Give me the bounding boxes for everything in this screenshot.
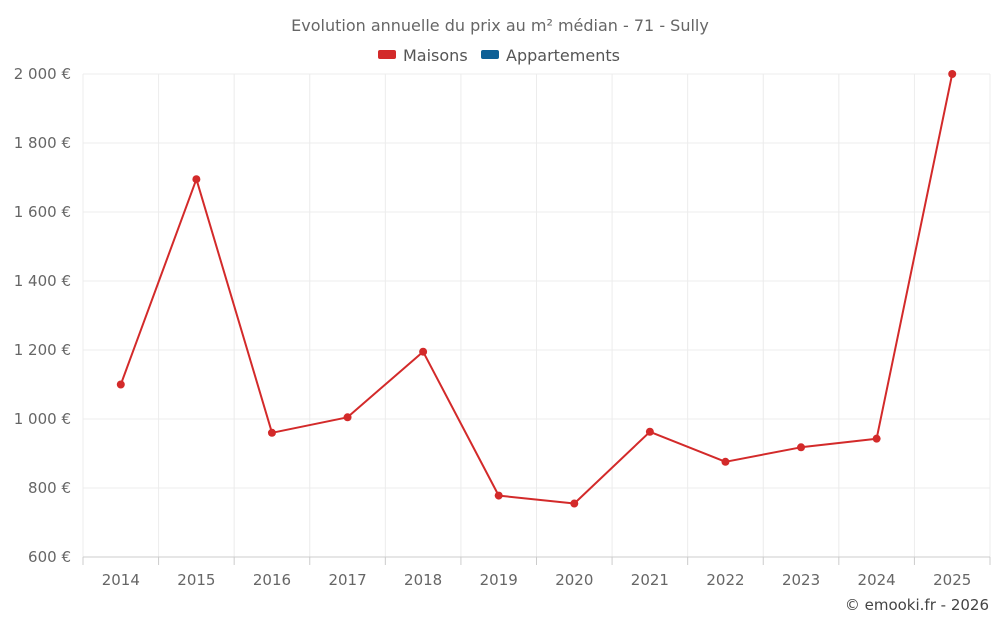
data-point-maisons[interactable] xyxy=(192,175,201,184)
y-tick-label: 1 800 € xyxy=(14,134,71,152)
legend-label-appartements: Appartements xyxy=(506,46,620,65)
x-tick-label: 2022 xyxy=(706,571,744,589)
data-point-maisons[interactable] xyxy=(872,434,881,443)
y-tick-label: 1 400 € xyxy=(14,272,71,290)
x-tick-label: 2014 xyxy=(102,571,140,589)
x-tick-label: 2023 xyxy=(782,571,820,589)
data-point-maisons[interactable] xyxy=(267,428,276,437)
data-point-maisons[interactable] xyxy=(116,380,125,389)
data-point-maisons[interactable] xyxy=(645,427,654,436)
x-tick-label: 2017 xyxy=(328,571,366,589)
x-tick-label: 2016 xyxy=(253,571,291,589)
y-axis-ticks: 600 € 800 € 1 000 € 1 200 € 1 400 € 1 600 € 1 … xyxy=(14,65,71,566)
data-point-maisons[interactable] xyxy=(419,347,428,356)
x-tick-label: 2024 xyxy=(858,571,896,589)
y-tick-label: 1 000 € xyxy=(14,410,71,428)
legend-item-appartements[interactable]: Appartements xyxy=(481,46,620,65)
data-point-maisons[interactable] xyxy=(721,457,730,466)
chart-title: Evolution annuelle du prix au m² médian … xyxy=(291,16,709,35)
x-axis-ticks: 2014 2015 2016 2017 2018 2019 2020 2021 2022 2023… xyxy=(102,571,972,589)
y-tick-label: 800 € xyxy=(28,479,71,497)
x-tick-label: 2025 xyxy=(933,571,971,589)
series xyxy=(116,70,957,508)
y-tick-label: 1 600 € xyxy=(14,203,71,221)
data-point-maisons[interactable] xyxy=(343,413,352,422)
legend-swatch-appartements xyxy=(481,50,499,59)
legend-swatch-maisons xyxy=(378,50,396,59)
series-line-maisons xyxy=(119,73,954,505)
data-point-maisons[interactable] xyxy=(570,499,579,508)
legend-label-maisons: Maisons xyxy=(403,46,468,65)
x-tick-label: 2018 xyxy=(404,571,442,589)
data-point-maisons[interactable] xyxy=(494,491,503,500)
x-tick-label: 2015 xyxy=(177,571,215,589)
grid xyxy=(82,73,991,557)
y-tick-label: 2 000 € xyxy=(14,65,71,83)
data-point-maisons[interactable] xyxy=(948,70,957,78)
legend: Maisons Appartements xyxy=(378,46,620,65)
y-tick-label: 600 € xyxy=(28,548,71,566)
x-tick-label: 2021 xyxy=(631,571,669,589)
x-tick-label: 2020 xyxy=(555,571,593,589)
credit-text: © emooki.fr - 2026 xyxy=(845,596,989,614)
legend-item-maisons[interactable]: Maisons xyxy=(378,46,468,65)
y-tick-label: 1 200 € xyxy=(14,341,71,359)
axes xyxy=(82,556,991,565)
x-tick-label: 2019 xyxy=(480,571,518,589)
data-point-maisons[interactable] xyxy=(797,443,806,452)
